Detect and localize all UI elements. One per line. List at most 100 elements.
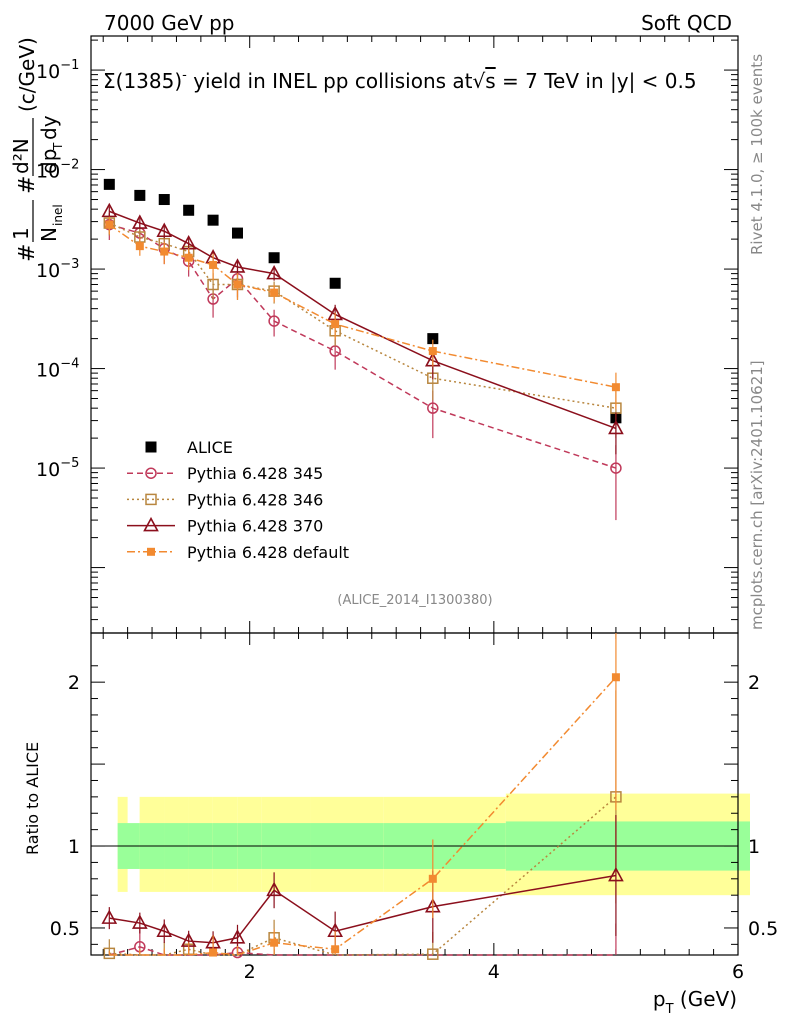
legend: ALICE Pythia 6.428 345 Pythia 6.428 346 Pyt…	[127, 438, 349, 562]
header-category: Soft QCD	[641, 11, 732, 35]
svg-text:(c/GeV): (c/GeV)	[15, 37, 39, 112]
series-line	[109, 210, 617, 430]
data-point	[105, 220, 114, 229]
data-point	[101, 202, 118, 218]
ratio-point	[156, 922, 173, 938]
svg-text:T: T	[51, 142, 65, 151]
legend-label: Pythia 6.428 345	[187, 464, 323, 483]
x-axis-label: pT (GeV)	[653, 987, 737, 1017]
series-line	[108, 222, 617, 409]
data-point	[134, 189, 146, 201]
svg-text:dp: dp	[37, 149, 61, 174]
series-line	[109, 223, 617, 469]
ratio-series-4	[108, 633, 620, 957]
series-2	[103, 213, 622, 439]
series-0	[103, 178, 622, 424]
data-point	[268, 252, 280, 264]
ratio-point	[608, 866, 624, 882]
y-tick-label: 10−3	[36, 257, 79, 282]
x-tick-label: 2	[244, 961, 256, 983]
ratio-line	[109, 946, 616, 956]
legend-label: Pythia 6.428 default	[187, 543, 349, 562]
data-point	[158, 194, 170, 206]
ratio-point	[270, 938, 279, 947]
data-point	[270, 288, 279, 297]
ratio-series	[101, 633, 624, 960]
ratio-point	[101, 909, 118, 924]
data-point	[183, 204, 195, 216]
data-point	[268, 315, 280, 327]
ratio-point	[331, 945, 340, 954]
ratio-line	[109, 874, 617, 944]
y-axis-label: # 1 N inel # d²N dp T dy (c/GeV)	[9, 37, 65, 262]
plot-title: Σ(1385)- yield in INEL pp collisions at√…	[103, 68, 697, 93]
series-line	[108, 223, 617, 388]
ratio-point	[428, 874, 437, 883]
svg-text:dy: dy	[37, 115, 61, 140]
axis-ticks: 2 4 6 10−1 10−2 10−3 10−4 10−5 0.5 0.5 1 1 2 2	[36, 36, 778, 983]
ratio-tick-label-right: 2	[748, 672, 760, 694]
svg-text:1: 1	[9, 227, 33, 240]
series-1	[103, 213, 622, 521]
data-point	[428, 347, 437, 356]
mcplots-label: mcplots.cern.ch [arXiv:2401.10621]	[748, 360, 766, 630]
ratio-y-axis-label: Ratio to ALICE	[23, 742, 42, 855]
series-4	[105, 216, 620, 410]
main-series	[101, 178, 624, 521]
y-tick-label: 10−1	[36, 58, 79, 83]
legend-label: Pythia 6.428 346	[187, 490, 323, 509]
ratio-point	[611, 673, 620, 682]
series-3	[101, 202, 624, 455]
legend-label: Pythia 6.428 370	[187, 517, 323, 536]
header-collision: 7000 GeV pp	[104, 11, 235, 35]
ratio-tick-label-left: 0.5	[50, 918, 80, 940]
y-tick-label: 10−5	[36, 456, 79, 481]
legend-marker	[145, 441, 157, 453]
rivet-label: Rivet 4.1.0, ≥ 100k events	[748, 54, 766, 255]
data-point	[103, 178, 115, 190]
data-point	[331, 320, 340, 329]
ratio-tick-label-left: 1	[68, 836, 80, 858]
legend-marker	[147, 547, 155, 556]
data-point	[229, 258, 246, 273]
ratio-point	[209, 948, 218, 957]
data-point	[135, 242, 144, 251]
data-point	[329, 277, 341, 289]
data-point	[184, 253, 193, 262]
data-point	[131, 214, 148, 229]
ratio-uncertainty-bands	[91, 793, 750, 896]
data-point	[160, 247, 169, 256]
svg-text:d²N: d²N	[9, 138, 33, 174]
ratio-tick-label-right: 0.5	[748, 918, 778, 940]
data-point	[427, 333, 439, 345]
svg-text:#: #	[15, 244, 40, 262]
y-tick-label: 10−2	[36, 158, 79, 183]
ratio-line	[109, 676, 617, 956]
legend-marker	[143, 516, 159, 532]
x-tick-label: 6	[732, 961, 744, 983]
data-point	[209, 260, 218, 269]
svg-text:inel: inel	[51, 204, 65, 226]
svg-text:#: #	[15, 176, 40, 194]
data-point	[207, 214, 219, 226]
data-point	[156, 222, 173, 238]
ratio-point	[131, 914, 148, 929]
ratio-point	[266, 881, 282, 897]
data-point	[427, 402, 439, 414]
legend-label: ALICE	[187, 438, 233, 457]
svg-text:N: N	[37, 227, 61, 242]
y-tick-label: 10−4	[36, 357, 79, 382]
ratio-plot-frame	[90, 632, 739, 956]
legend-marker	[145, 493, 157, 506]
ratio-tick-label-left: 2	[68, 672, 80, 694]
analysis-watermark: (ALICE_2014_I1300380)	[337, 593, 492, 608]
data-point	[608, 419, 624, 435]
data-point	[266, 264, 282, 280]
ratio-point	[103, 947, 116, 960]
data-point	[611, 383, 620, 392]
data-point	[231, 227, 243, 239]
ratio-tick-label-right: 1	[748, 836, 760, 858]
x-tick-label: 4	[488, 961, 500, 983]
data-point	[610, 462, 622, 474]
